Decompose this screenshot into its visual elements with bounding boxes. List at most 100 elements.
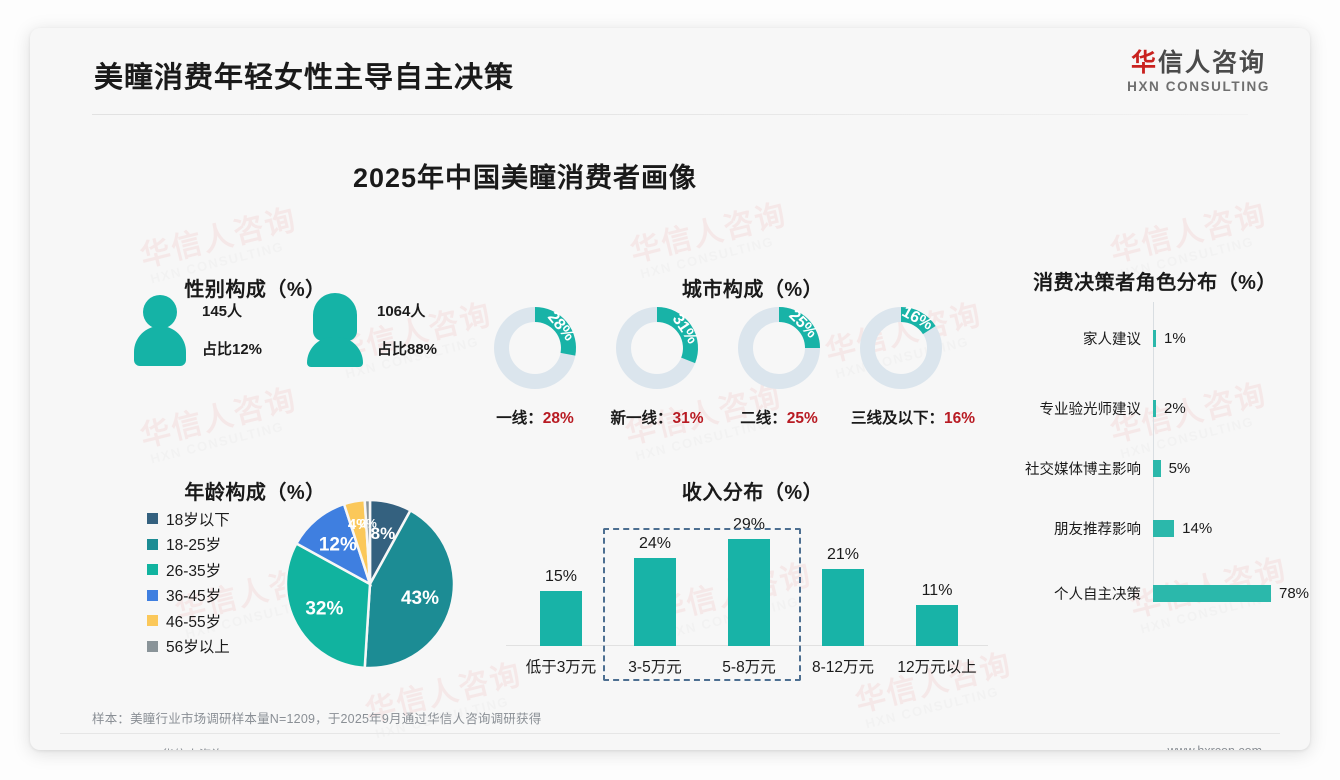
age-legend-item: 18岁以下 [147,506,230,532]
age-legend-item: 26-35岁 [147,557,230,583]
age-pie-slice [284,541,372,670]
legend-swatch [147,564,158,576]
age-legend-item: 36-45岁 [147,583,230,609]
male-silhouette-icon [132,293,188,366]
legend-label: 56岁以上 [166,639,230,657]
city-name: 二线： [740,410,787,427]
city-name: 新一线： [610,410,673,427]
age-pie-value: 4% [348,516,370,533]
male-share: 占比12% [202,340,263,358]
age-legend-item: 46-55岁 [147,608,230,634]
income-bar-value: 15% [544,567,578,585]
role-row: 专业验光师建议 2% [1025,395,1310,421]
income-bar-rect [634,557,676,646]
age-pie-slice [363,508,456,670]
city-donut-1: 28% 一线：28% [485,300,585,428]
brand-logo: 华信人咨询 HXN CONSULTING [1127,50,1270,94]
income-bar-column: 15% [514,568,608,646]
header-divider [92,114,1248,115]
age-pie-value: 43% [401,588,439,609]
female-count: 1064人 [377,302,426,320]
gender-section-title: 性别构成（%） [184,279,326,301]
role-bar-rect [1153,459,1161,477]
city-donut-4: 16% 三线及以下：16% [851,300,975,428]
income-bar-value: 11% [921,582,953,600]
legend-swatch [147,513,158,525]
city-donut-svg: 25% [738,307,820,389]
age-pie-value: 8% [371,524,396,543]
income-bar-category: 8-12万元 [811,659,875,676]
decision-role-distribution: 家人建议 1% 专业验光师建议 2% 社交媒体博主影响 5% 朋友推荐影响 14% 个人自主决策… [1025,298,1310,628]
role-label: 社交媒体博主影响 [1025,461,1141,478]
age-pie-value: 12% [319,535,357,556]
income-bar-value: 24% [638,534,672,552]
city-donut-2: 31% 新一线：31% [607,300,707,428]
legend-label: 26-35岁 [166,562,222,580]
city-donut-3: 25% 二线：25% [729,300,829,428]
income-bar-rect [728,539,770,646]
role-label: 专业验光师建议 [1039,401,1142,418]
age-pie-legend: 18岁以下 18-25岁 26-35岁 36-45岁 46-55岁 56岁以上 [147,506,230,659]
logo-rest-chars: 信人咨询 [1158,49,1267,77]
income-bar-value: 21% [826,545,860,563]
income-bar-category: 5-8万元 [722,659,776,676]
gender-item-female: 1064人 占比88% [307,293,437,367]
income-distribution-bars: 15% 低于3万元 24% 3-5万元 29% 5-8万元 21% 8-12万元 11% 12万元… [496,506,996,681]
legend-swatch [147,538,158,550]
legend-label: 18-25岁 [166,537,222,555]
legend-swatch [147,615,158,627]
income-bar-category: 低于3万元 [525,659,597,676]
city-donut-caption: 三线及以下：16% [851,406,975,428]
income-bar-rect [540,590,582,646]
age-legend-item: 18-25岁 [147,532,230,558]
footer-divider [60,733,1280,734]
role-value: 1% [1164,329,1186,347]
roles-section-title: 消费决策者角色分布（%） [1033,272,1277,294]
income-section-title: 收入分布（%） [681,482,824,504]
income-highlight-box [603,528,801,681]
city-value: 28% [542,410,574,427]
legend-label: 36-45岁 [166,588,222,606]
income-bar-category: 12万元以上 [897,659,977,676]
city-value: 16% [944,410,976,427]
city-name: 一线： [496,410,543,427]
role-row: 社交媒体博主影响 5% [1025,455,1310,481]
age-composition-pie: 18岁以下 18-25岁 26-35岁 36-45岁 46-55岁 56岁以上 8% 43%… [92,498,482,678]
gender-composition: 145人 占比12% 1064人 占比88% [92,283,472,393]
role-value: 2% [1164,399,1186,417]
logo-chinese-text: 华信人咨询 [1127,50,1270,76]
role-bar-rect [1153,584,1271,602]
female-silhouette-icon [307,293,363,367]
website-url: www.hxrcon.com [1168,744,1262,750]
city-donut-svg: 31% [616,307,701,389]
male-count: 145人 [202,302,243,320]
legend-label: 18岁以下 [166,511,230,529]
role-row: 朋友推荐影响 14% [1025,515,1310,541]
role-value: 5% [1168,459,1191,477]
legend-label: 46-55岁 [166,613,222,631]
role-row: 个人自主决策 78% [1025,580,1310,606]
role-label: 朋友推荐影响 [1054,521,1141,538]
income-bar-column: 21% [796,546,890,646]
income-bar-column: 11% [890,582,984,646]
role-bar-rect [1153,329,1156,347]
legend-swatch [147,640,158,652]
age-pie-value: 32% [305,599,343,620]
role-bar-rect [1153,399,1157,417]
age-section-title: 年龄构成（%） [184,482,326,504]
header: 美瞳消费年轻女性主导自主决策 华信人咨询 HXN CONSULTING [30,28,1310,118]
page-title: 美瞳消费年轻女性主导自主决策 [94,62,515,94]
city-value: 25% [786,410,818,427]
infographic-card: 华信人咨询 HXN CONSULTING 华信人咨询 HXN CONSULTING 华信… [30,28,1310,750]
city-donut-caption: 二线：25% [729,406,829,428]
legend-swatch [147,589,158,601]
city-donut-caption: 一线：28% [485,406,585,428]
income-bar-rect [822,568,864,646]
age-pie-svg: 8% 43% 32% 12% 4%0% [284,498,456,670]
logo-english-text: HXN CONSULTING [1127,79,1270,95]
income-bar-rect [916,605,958,646]
city-name: 三线及以下： [851,410,945,427]
sample-note: 样本：美瞳行业市场调研样本量N=1209，于2025年9月通过华信人咨询调研获得 [92,712,542,726]
city-section-title: 城市构成（%） [681,279,824,301]
